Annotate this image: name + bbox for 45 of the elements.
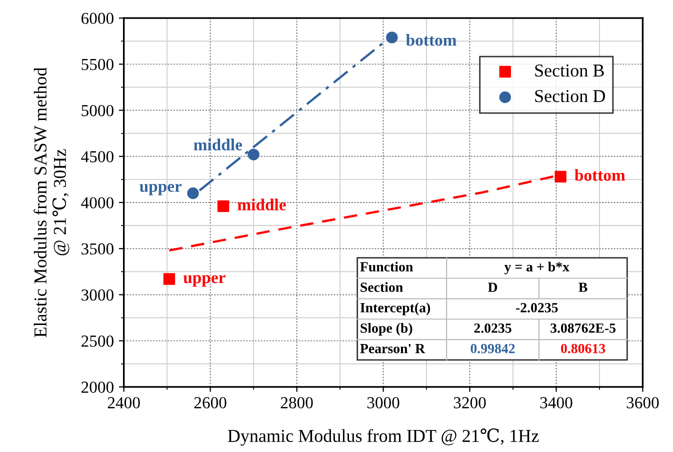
y-axis-title: Elastic Modulus from SASW method @ 21℃, 30Hz [34,67,70,338]
annotation: 0.80613 [561,344,606,354]
annotation: B [578,282,588,292]
annotation: Slope (b) [360,323,412,336]
annotation: Section [360,282,403,292]
x-tick-label: 3200 [454,397,486,408]
point [187,187,199,200]
point [554,170,566,183]
legend-label: Section D [535,90,605,102]
point [217,200,230,212]
legend-label: Section B [535,64,604,77]
point [386,32,398,44]
annotation: y = a + b*x [504,262,570,274]
annotation: middle [238,198,286,210]
point [248,148,260,160]
y-tick-label: 4000 [81,197,114,208]
x-tick-label: 2400 [108,397,140,408]
x-tick-label: 2800 [280,397,313,408]
y-tick-label: 5000 [82,104,114,116]
annotation: 2.0235 [474,323,512,333]
x-tick-label: 3400 [540,397,572,408]
annotation: 3.08762E-5 [550,323,616,333]
x-tick-label: 3600 [626,397,659,408]
annotation: bottom [574,169,626,181]
y-tick-label: 4500 [81,151,114,162]
annotation: D [488,282,498,292]
annotation: Pearson' R [360,344,426,354]
y-tick-label: 6000 [81,12,114,24]
x-tick-label: 3000 [367,397,400,408]
y-tick-label: 3000 [82,289,114,301]
y-tick-label: 2000 [82,382,114,393]
annotation: Function [360,262,413,272]
y-tick-label: 2500 [82,336,114,347]
annotation: upper [140,184,182,196]
annotation: -2.0235 [516,303,558,312]
annotation: bottom [406,34,456,46]
x-axis-title: Dynamic Modulus from IDT @ 21℃, 1Hz [228,428,539,446]
annotation: 0.99842 [470,344,515,354]
annotation: middle [194,138,242,150]
x-tick-label: 2600 [194,397,226,408]
annotation: upper [183,275,226,287]
point [163,273,176,285]
y-tick-label: 5500 [82,58,114,70]
annotation: Intercept(a) [360,302,430,316]
y-tick-label: 3500 [82,243,114,255]
